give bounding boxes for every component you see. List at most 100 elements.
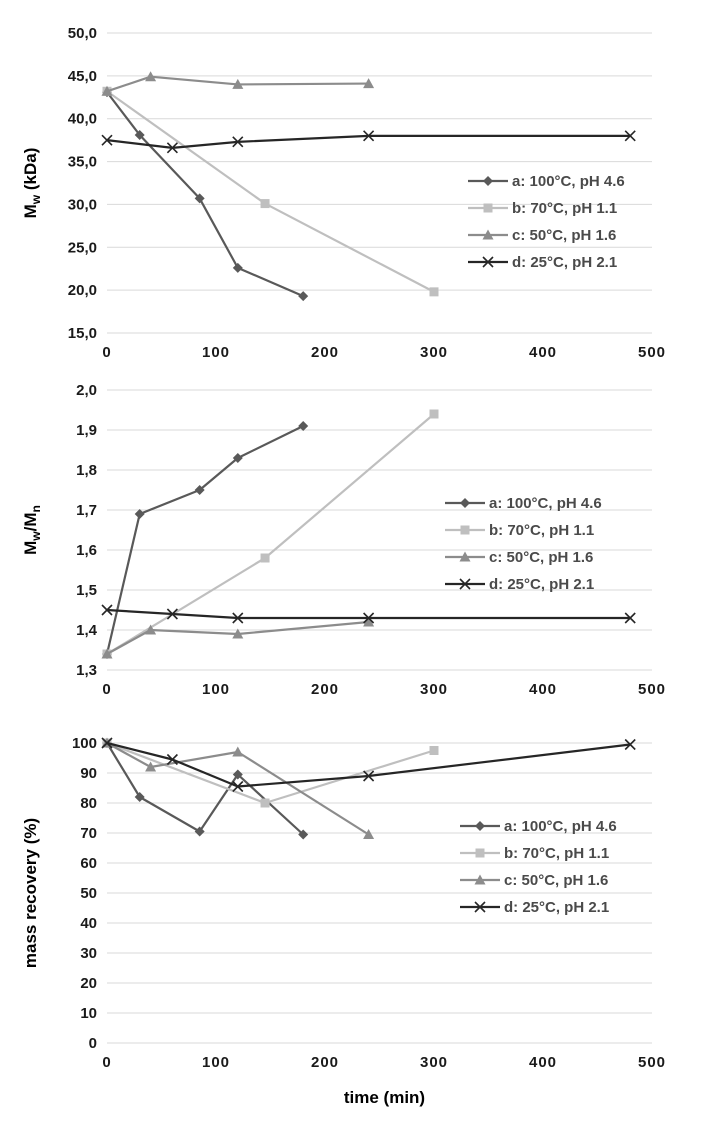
- y-tick-label: 80: [80, 795, 97, 812]
- legend-label: a: 100°C, pH 4.6: [504, 818, 617, 835]
- series-x: [101, 604, 636, 624]
- y-tick-label: 25,0: [68, 239, 97, 256]
- y-tick-label: 15,0: [68, 325, 97, 342]
- data-point: [363, 770, 375, 782]
- chart-panel-1: 15,0 20,0 25,0 30,0 35,0 40,0 45,0 50,0 0 100 200 3…: [21, 25, 665, 361]
- data-point: [260, 199, 270, 209]
- x-tick-label: 100: [202, 681, 230, 698]
- chart-panel-3: 0 10 20 30 40 50 60 70 80 90 100 0 100 200 300 400 500 ma…: [21, 735, 666, 1107]
- y-tick-label: 40,0: [68, 111, 97, 128]
- y-tick-label: 10: [80, 1005, 97, 1022]
- series-triangle: [101, 71, 375, 96]
- series-diamond: [102, 87, 309, 302]
- series-diamond: [102, 421, 309, 659]
- y-tick-label: 0: [89, 1035, 97, 1052]
- y-axis-label: Mw/Mn: [21, 505, 43, 555]
- legend-marker: [475, 821, 485, 831]
- data-point: [232, 628, 244, 639]
- data-point: [363, 829, 375, 839]
- data-point: [194, 193, 205, 204]
- data-point: [260, 798, 270, 808]
- legend-marker: [474, 901, 486, 913]
- x-tick-label: 300: [420, 1054, 448, 1071]
- data-point: [624, 738, 636, 751]
- legend-label: d: 25°C, pH 2.1: [504, 899, 609, 916]
- data-point: [429, 287, 439, 297]
- series-line: [106, 620, 369, 655]
- series-triangle: [101, 616, 375, 659]
- y-tick-label: 20: [80, 975, 97, 992]
- legend-label: b: 70°C, pH 1.1: [489, 522, 594, 539]
- data-point: [134, 509, 145, 519]
- data-point: [298, 421, 309, 431]
- data-point: [363, 616, 375, 627]
- y-tick-label: 50: [80, 885, 97, 902]
- legend-marker: [483, 203, 493, 213]
- legend-label: c: 50°C, pH 1.6: [512, 227, 616, 244]
- data-point: [363, 130, 375, 142]
- series-x: [101, 737, 636, 793]
- data-point: [166, 142, 178, 154]
- x-tick-label: 400: [529, 1054, 557, 1071]
- data-point: [166, 608, 178, 620]
- data-point: [232, 612, 244, 624]
- legend-label: c: 50°C, pH 1.6: [504, 872, 608, 889]
- data-point: [260, 553, 270, 563]
- y-tick-label: 2,0: [76, 382, 97, 399]
- legend-marker: [482, 256, 494, 268]
- series-line: [106, 90, 435, 293]
- y-tick-label: 30,0: [68, 196, 97, 213]
- legend-label: c: 50°C, pH 1.6: [489, 549, 593, 566]
- x-axis-label: time (min): [344, 1088, 425, 1107]
- legend: a: 100°C, pH 4.6 b: 70°C, pH 1.1 c: 50°C, …: [468, 173, 625, 271]
- x-tick-label: 500: [638, 1054, 666, 1071]
- data-point: [232, 262, 243, 273]
- series-triangle: [101, 737, 375, 839]
- legend-marker: [460, 498, 470, 508]
- y-tick-label: 40: [80, 915, 97, 932]
- data-point: [232, 78, 244, 89]
- legend-marker: [474, 874, 486, 885]
- x-tick-label: 200: [311, 1054, 339, 1071]
- data-point: [363, 612, 375, 624]
- data-point: [232, 453, 243, 463]
- x-tick-label: 0: [102, 1054, 111, 1071]
- series-x: [101, 130, 636, 154]
- data-point: [232, 769, 243, 780]
- x-tick-label: 200: [311, 681, 339, 698]
- y-tick-label: 70: [80, 825, 97, 842]
- series-line: [106, 75, 369, 93]
- y-tick-label: 20,0: [68, 282, 97, 299]
- y-tick-label: 60: [80, 855, 97, 872]
- data-point: [101, 604, 113, 616]
- x-tick-label: 200: [311, 344, 339, 361]
- data-point: [101, 134, 113, 146]
- data-point: [145, 761, 157, 772]
- legend-marker: [475, 848, 485, 858]
- data-point: [101, 737, 113, 749]
- legend-label: d: 25°C, pH 2.1: [512, 254, 617, 271]
- legend-label: d: 25°C, pH 2.1: [489, 576, 594, 593]
- data-point: [298, 291, 309, 302]
- x-tick-label: 400: [529, 681, 557, 698]
- legend-marker: [459, 578, 471, 590]
- y-tick-label: 1,7: [76, 502, 97, 519]
- data-point: [101, 85, 113, 96]
- data-point: [134, 130, 145, 140]
- data-point: [429, 746, 439, 755]
- data-point: [624, 130, 636, 142]
- x-tick-label: 500: [638, 681, 666, 698]
- x-tick-label: 0: [102, 344, 111, 361]
- y-axis-label: Mw (kDa): [21, 148, 43, 219]
- data-point: [232, 746, 244, 757]
- y-tick-label: 1,8: [76, 462, 97, 479]
- legend-marker: [483, 176, 493, 186]
- series-line: [106, 134, 631, 149]
- y-tick-label: 50,0: [68, 25, 97, 42]
- y-tick-label: 30: [80, 945, 97, 962]
- y-axis-label: mass recovery (%): [21, 818, 40, 968]
- legend-marker: [459, 551, 471, 562]
- y-tick-label: 90: [80, 765, 97, 782]
- y-tick-label: 1,6: [76, 542, 97, 559]
